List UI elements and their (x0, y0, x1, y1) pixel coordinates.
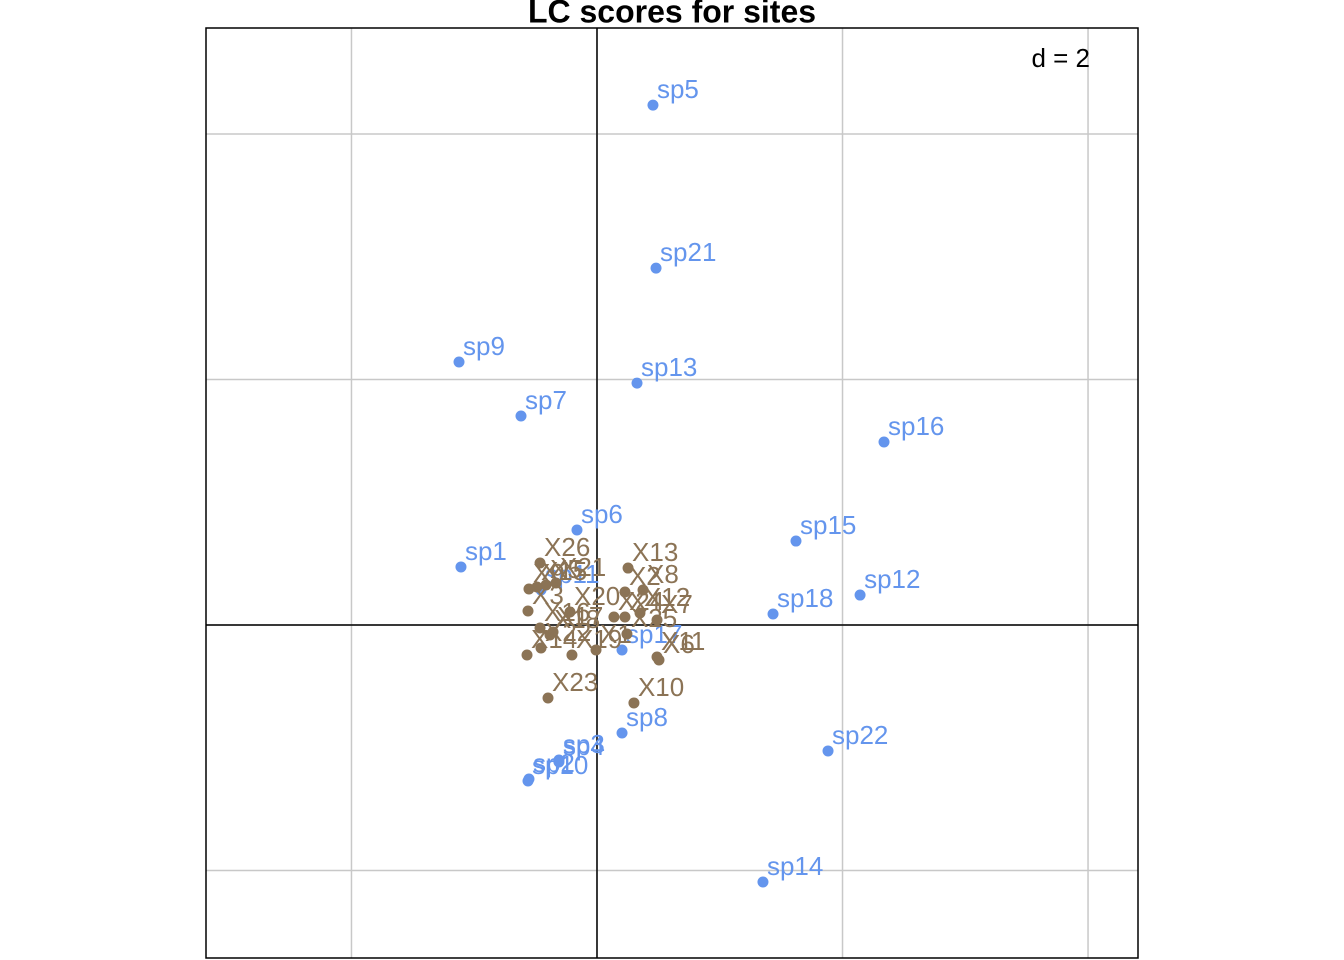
point (790, 535, 802, 547)
point-label: X13 (632, 537, 678, 567)
point-label: X15 (541, 556, 587, 586)
point (590, 644, 602, 656)
point (534, 557, 546, 569)
point-label: X12 (644, 582, 690, 612)
point-label: sp22 (832, 720, 888, 750)
point (619, 611, 631, 623)
point (622, 562, 634, 574)
point-label: X17 (557, 601, 603, 631)
point (616, 644, 628, 656)
point-label: X20 (574, 581, 620, 611)
point (521, 649, 533, 661)
point-label: X22 (545, 617, 591, 647)
point (757, 876, 769, 888)
point (553, 756, 565, 768)
point (455, 561, 467, 573)
point-label: sp4 (563, 731, 605, 761)
point (637, 584, 649, 596)
point (566, 649, 578, 661)
point-label: sp18 (777, 583, 833, 613)
point (515, 410, 527, 422)
point (651, 651, 663, 663)
point (522, 775, 534, 787)
point (531, 581, 543, 593)
point (542, 692, 554, 704)
point-label: X26 (544, 532, 590, 562)
point-label: X5 (550, 554, 582, 584)
point-label: sp10 (532, 750, 588, 780)
point (535, 642, 547, 654)
point-label: sp6 (581, 499, 623, 529)
point-label: X14 (531, 624, 577, 654)
point (647, 99, 659, 111)
point-label: X25 (631, 603, 677, 633)
point-label: X1 (600, 619, 632, 649)
point (564, 606, 576, 618)
point (619, 586, 631, 598)
point-label: sp12 (864, 564, 920, 594)
point-label: X10 (638, 672, 684, 702)
point-label: sp21 (660, 237, 716, 267)
point (453, 356, 465, 368)
point-label: sp5 (657, 74, 699, 104)
point (534, 622, 546, 634)
point (621, 628, 633, 640)
point-label: X8 (647, 559, 679, 589)
point-label: sp2 (533, 748, 575, 778)
point-label: sp7 (525, 385, 567, 415)
plot-frame (205, 27, 1139, 959)
scale-annotation: d = 2 (1031, 43, 1090, 73)
point-label: X4 (629, 586, 661, 616)
point (544, 629, 556, 641)
point-label: X23 (552, 667, 598, 697)
point (550, 577, 562, 589)
point (650, 262, 662, 274)
point-label: sp16 (888, 411, 944, 441)
point (628, 697, 640, 709)
chart-title: LC scores for sites (528, 0, 816, 29)
point-label: X11 (661, 626, 705, 656)
point-label: X16 (544, 597, 590, 627)
point-label: sp15 (800, 510, 856, 540)
point (634, 607, 646, 619)
point-label: X18 (554, 604, 600, 634)
point (522, 605, 534, 617)
point-label: X24 (618, 586, 664, 616)
point-label: sp9 (463, 331, 505, 361)
point (878, 436, 890, 448)
point (822, 745, 834, 757)
point-label: X3 (532, 580, 564, 610)
point (767, 608, 779, 620)
point (631, 377, 643, 389)
point-label: sp1 (465, 536, 507, 566)
point-label: sp3 (563, 729, 605, 759)
point (608, 611, 620, 623)
point-label: X6 (663, 629, 695, 659)
point-label: X19 (576, 624, 622, 654)
point (616, 727, 628, 739)
point-label: X7 (661, 589, 693, 619)
point (571, 524, 583, 536)
point-label: sp13 (641, 352, 697, 382)
point (854, 589, 866, 601)
point (651, 614, 663, 626)
point (540, 579, 552, 591)
point-label: sp14 (767, 851, 823, 881)
point-label: X9 (533, 558, 565, 588)
point-label: X2 (629, 561, 661, 591)
point-label: X21 (560, 552, 606, 582)
